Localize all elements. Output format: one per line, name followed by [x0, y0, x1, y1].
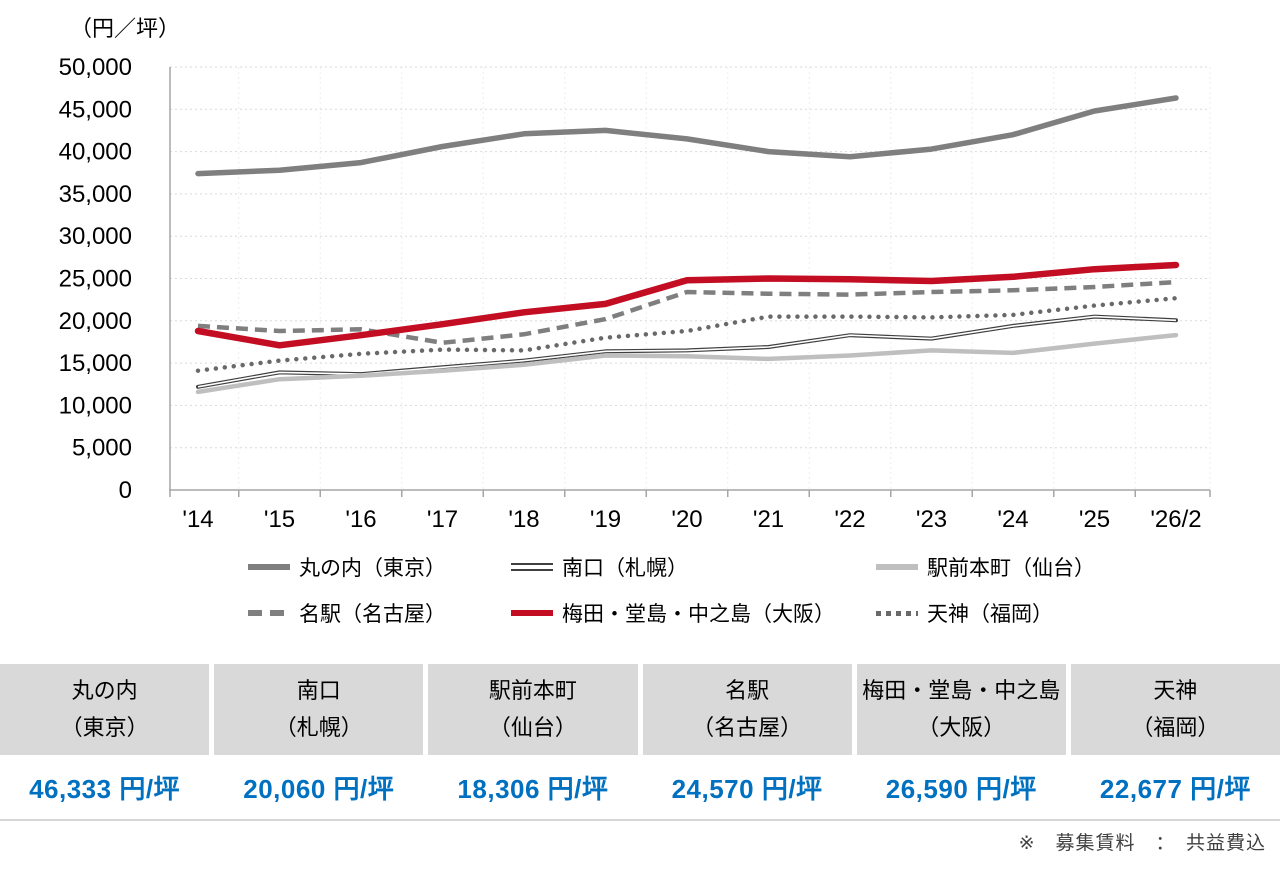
chart-legend: 丸の内（東京） 南口（札幌） 駅前本町（仙台） 名駅（名古屋） 梅田・堂島・中之島（大阪…	[0, 552, 1280, 644]
rent-value-fukuoka: 22,677 円/坪	[1070, 758, 1280, 819]
series-marunouchi-tokyo	[195, 95, 1179, 177]
y-axis-unit-label: （円／坪）	[70, 16, 180, 41]
legend-label: 梅田・堂島・中之島（大阪）	[562, 603, 835, 626]
table-col-sendai: 駅前本町 （仙台） 18,306 円/坪	[428, 664, 638, 819]
y-tick-label: 40,000	[59, 139, 132, 166]
legend-label: 天神（福岡）	[927, 603, 1053, 626]
table-col-tokyo: 丸の内 （東京） 46,333 円/坪	[0, 664, 210, 819]
table-header-fukuoka: 天神 （福岡）	[1070, 664, 1280, 755]
legend-row-2: 名駅（名古屋） 梅田・堂島・中之島（大阪） 天神（福岡）	[0, 598, 1280, 628]
current-rent-table: 丸の内 （東京） 46,333 円/坪 南口 （札幌） 20,060 円/坪 駅前本町 （仙台…	[0, 664, 1280, 821]
district-name: 丸の内	[71, 678, 138, 703]
legend-item-marunouchi-tokyo: 丸の内（東京）	[248, 552, 511, 582]
table-header-tokyo: 丸の内 （東京）	[0, 664, 210, 755]
x-tick-label: '19	[590, 506, 621, 533]
x-tick-label: '17	[427, 506, 458, 533]
y-tick-label: 35,000	[59, 181, 132, 208]
y-axis-labels: 0 5,000 10,000 15,000 20,000 25,000 30,000 35,0…	[59, 54, 132, 504]
table-header-sapporo: 南口 （札幌）	[214, 664, 424, 755]
rent-trend-chart: （円／坪） 0 5,000 10,000 15,000 20,000 25,000 30,00…	[59, 16, 1211, 533]
city-name: （東京）	[60, 715, 149, 740]
district-name: 天神	[1153, 678, 1198, 703]
city-name: （福岡）	[1131, 715, 1220, 740]
rent-value-osaka: 26,590 円/坪	[856, 758, 1066, 819]
horizontal-gridlines	[170, 66, 1210, 449]
legend-swatch-marunouchi-tokyo	[248, 564, 290, 570]
legend-label: 名駅（名古屋）	[299, 603, 446, 626]
y-tick-label: 25,000	[59, 266, 132, 293]
x-tick-label: '26/2	[1150, 506, 1201, 533]
city-name: （仙台）	[488, 715, 577, 740]
series-meieki-nagoya	[197, 279, 1177, 346]
legend-swatch-meieki-nagoya	[248, 610, 290, 616]
y-tick-label: 45,000	[59, 96, 132, 123]
table-header-nagoya: 名駅 （名古屋）	[642, 664, 852, 755]
x-tick-label: '16	[345, 506, 376, 533]
table-header-osaka: 梅田・堂島・中之島 （大阪）	[856, 664, 1066, 755]
district-name: 南口	[296, 678, 341, 703]
legend-item-umeda-dojima-nakanoshima-osaka: 梅田・堂島・中之島（大阪）	[511, 598, 876, 628]
x-tick-label: '25	[1079, 506, 1110, 533]
legend-item-tenjin-fukuoka: 天神（福岡）	[876, 598, 1280, 628]
legend-swatch-ekimaehoncho-sendai	[876, 564, 918, 570]
rent-value-nagoya: 24,570 円/坪	[642, 758, 852, 819]
series-tenjin-fukuoka	[195, 295, 1179, 373]
axes	[169, 67, 1211, 497]
rent-value-sapporo: 20,060 円/坪	[214, 758, 424, 819]
legend-swatch-minamiguchi-sapporo	[511, 563, 553, 571]
rent-value-tokyo: 46,333 円/坪	[0, 758, 210, 819]
x-tick-label: '23	[916, 506, 947, 533]
city-name: （大阪）	[917, 715, 1006, 740]
table-col-fukuoka: 天神 （福岡） 22,677 円/坪	[1070, 664, 1280, 819]
legend-label: 丸の内（東京）	[299, 557, 446, 580]
rent-trend-chart-area: （円／坪） 0 5,000 10,000 15,000 20,000 25,000 30,00…	[59, 16, 1211, 533]
legend-label: 駅前本町（仙台）	[927, 557, 1095, 580]
x-tick-label: '18	[508, 506, 539, 533]
legend-item-meieki-nagoya: 名駅（名古屋）	[248, 598, 511, 628]
district-name: 梅田・堂島・中之島	[862, 678, 1061, 703]
rent-value-sendai: 18,306 円/坪	[428, 758, 638, 819]
table-header-sendai: 駅前本町 （仙台）	[428, 664, 638, 755]
series-ekimaehoncho-sendai	[195, 332, 1179, 395]
y-tick-label: 0	[119, 477, 132, 504]
legend-item-ekimaehoncho-sendai: 駅前本町（仙台）	[876, 552, 1280, 582]
city-name: （札幌）	[274, 715, 363, 740]
legend-swatch-umeda-dojima-nakanoshima-osaka	[511, 610, 553, 616]
x-tick-label: '24	[997, 506, 1028, 533]
y-tick-label: 10,000	[59, 392, 132, 419]
y-tick-label: 30,000	[59, 223, 132, 250]
x-tick-label: '14	[182, 506, 213, 533]
footnote-text: ※ 募集賃料 ： 共益費込	[1018, 833, 1266, 854]
y-tick-label: 20,000	[59, 308, 132, 335]
x-tick-label: '15	[264, 506, 295, 533]
y-tick-label: 5,000	[72, 435, 132, 462]
table-col-sapporo: 南口 （札幌） 20,060 円/坪	[214, 664, 424, 819]
y-tick-label: 15,000	[59, 350, 132, 377]
x-tick-label: '20	[671, 506, 702, 533]
legend-swatch-tenjin-fukuoka	[876, 610, 918, 616]
legend-item-minamiguchi-sapporo: 南口（札幌）	[511, 552, 876, 582]
series-umeda-dojima-nakanoshima-osaka	[194, 261, 1180, 349]
table-col-nagoya: 名駅 （名古屋） 24,570 円/坪	[642, 664, 852, 819]
x-tick-label: '21	[753, 506, 784, 533]
city-name: （名古屋）	[692, 715, 803, 740]
table-col-osaka: 梅田・堂島・中之島 （大阪） 26,590 円/坪	[856, 664, 1066, 819]
x-axis-labels: '14 '15 '16 '17 '18 '19 '20 '21 '22 '23 '24 '25 '26/…	[182, 506, 1201, 533]
district-name: 駅前本町	[488, 678, 577, 703]
y-tick-label: 50,000	[59, 54, 132, 81]
district-name: 名駅	[725, 678, 770, 703]
x-tick-label: '22	[834, 506, 865, 533]
legend-label: 南口（札幌）	[562, 557, 688, 580]
legend-row-1: 丸の内（東京） 南口（札幌） 駅前本町（仙台）	[0, 552, 1280, 582]
